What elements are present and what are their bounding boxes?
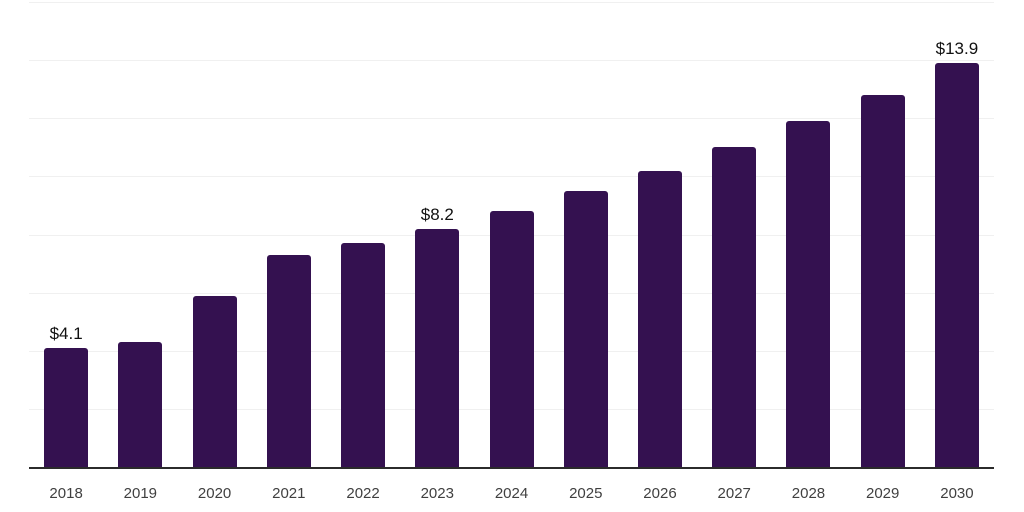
- bar-2024: [489, 211, 534, 467]
- x-tick-label-2023: 2023: [420, 485, 454, 502]
- bar-slot-2030: $13.9: [920, 2, 994, 467]
- x-tick-label-2020: 2020: [197, 485, 232, 502]
- plot-area: $4.1 $8.2 $13.9: [29, 2, 994, 469]
- x-tick-label-2024: 2024: [494, 485, 529, 502]
- bar-slot-2026: [623, 2, 697, 467]
- bar-slot-2022: [326, 2, 400, 467]
- bar-slot-2028: [771, 2, 845, 467]
- x-tick-label-2028: 2028: [791, 485, 826, 502]
- bar-2026: [637, 170, 682, 467]
- gridline-y10: [29, 176, 994, 178]
- x-tick-label-2018: 2018: [49, 485, 83, 502]
- bar-slot-2018: $4.1: [29, 2, 103, 467]
- bar-slot-2021: [252, 2, 326, 467]
- x-tick-label-2029: 2029: [866, 485, 900, 502]
- bar-value-label-2018: $4.1: [49, 323, 83, 343]
- bar-2019: [118, 342, 163, 467]
- bar-slot-2019: [103, 2, 177, 467]
- bar-2028: [786, 121, 831, 467]
- bar-2018: [44, 347, 89, 467]
- bar-2023: [415, 228, 460, 467]
- bar-2022: [341, 243, 386, 467]
- bar-slot-2029: [846, 2, 920, 467]
- x-tick-label-2027: 2027: [717, 485, 751, 502]
- x-tick-label-2030: 2030: [940, 485, 974, 502]
- x-tick-label-2025: 2025: [569, 485, 603, 502]
- bar-slot-2020: [177, 2, 251, 467]
- bar-2025: [563, 190, 608, 467]
- x-tick-label-2026: 2026: [643, 485, 677, 502]
- bar-slot-2024: [474, 2, 548, 467]
- gridline-y16: [29, 2, 994, 3]
- x-tick-label-2022: 2022: [346, 485, 380, 502]
- bar-2030: [934, 63, 979, 467]
- bar-2029: [860, 95, 905, 467]
- bars: $4.1 $8.2 $13.9: [29, 2, 994, 467]
- gridline-y14: [29, 60, 994, 62]
- bar-2021: [266, 254, 311, 467]
- x-tick-label-2021: 2021: [272, 485, 306, 502]
- bar-2020: [192, 295, 237, 467]
- bar-slot-2025: [549, 2, 623, 467]
- x-axis-labels: 2018 2019 2020 2021 2022 2023 2024 2025 2026 2027…: [29, 484, 994, 504]
- bar-slot-2023: $8.2: [400, 2, 474, 467]
- bar-value-label-2023: $8.2: [420, 204, 454, 224]
- bar-value-label-2030: $13.9: [935, 39, 979, 59]
- x-tick-label-2019: 2019: [123, 485, 158, 502]
- bar-2027: [712, 147, 757, 467]
- gridline-y12: [29, 118, 994, 120]
- bar-slot-2027: [697, 2, 771, 467]
